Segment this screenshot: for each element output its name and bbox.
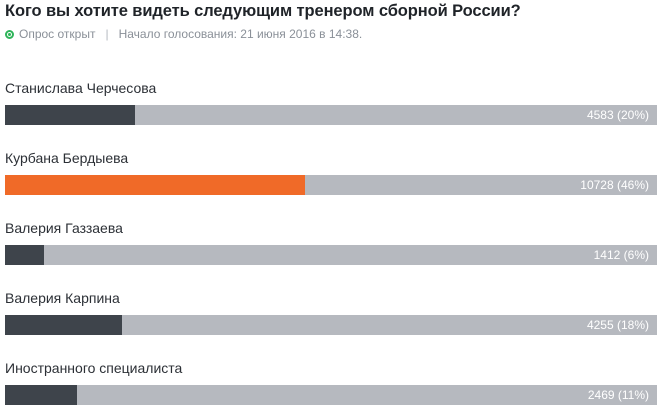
option-label: Курбана Бердыева — [5, 150, 129, 166]
poll-option-foreign-specialist[interactable]: Иностранного специалиста 2469 (11%) — [5, 360, 657, 410]
result-bar-fill — [5, 175, 305, 195]
poll-option-berdyev[interactable]: Курбана Бердыева 10728 (46%) — [5, 150, 657, 200]
result-bar-track: 4583 (20%) — [5, 105, 657, 125]
option-label: Валерия Газзаева — [5, 220, 123, 236]
result-bar-fill — [5, 385, 77, 405]
poll-option-karpin[interactable]: Валерия Карпина 4255 (18%) — [5, 290, 657, 340]
poll-option-cherchesov[interactable]: Станислава Черчесова 4583 (20%) — [5, 80, 657, 130]
result-bar-fill — [5, 245, 45, 265]
result-bar-track: 1412 (6%) — [5, 245, 657, 265]
result-bar-track: 4255 (18%) — [5, 315, 657, 335]
result-value: 4583 (20%) — [586, 108, 649, 122]
result-bar-fill — [5, 105, 136, 125]
result-value: 10728 (46%) — [580, 178, 649, 192]
result-value: 2469 (11%) — [587, 388, 649, 402]
result-bar-fill — [5, 315, 123, 335]
poll-title: Кого вы хотите видеть следующим тренером… — [5, 2, 521, 20]
poll-status: Опрос открыт — [19, 27, 96, 41]
result-bar-track: 10728 (46%) — [5, 175, 657, 195]
poll-meta: Опрос открыт | Начало голосования: 21 ию… — [5, 27, 362, 41]
option-label: Станислава Черчесова — [5, 80, 157, 96]
result-value: 4255 (18%) — [586, 318, 649, 332]
option-label: Валерия Карпина — [5, 290, 120, 306]
result-value: 1412 (6%) — [593, 248, 649, 262]
meta-separator: | — [105, 27, 109, 41]
option-label: Иностранного специалиста — [5, 360, 183, 376]
poll-option-gazzaev[interactable]: Валерия Газзаева 1412 (6%) — [5, 220, 657, 270]
poll-start-date: Начало голосования: 21 июня 2016 в 14:38… — [118, 27, 363, 41]
result-bar-track: 2469 (11%) — [5, 385, 657, 405]
status-open-icon — [5, 29, 14, 39]
